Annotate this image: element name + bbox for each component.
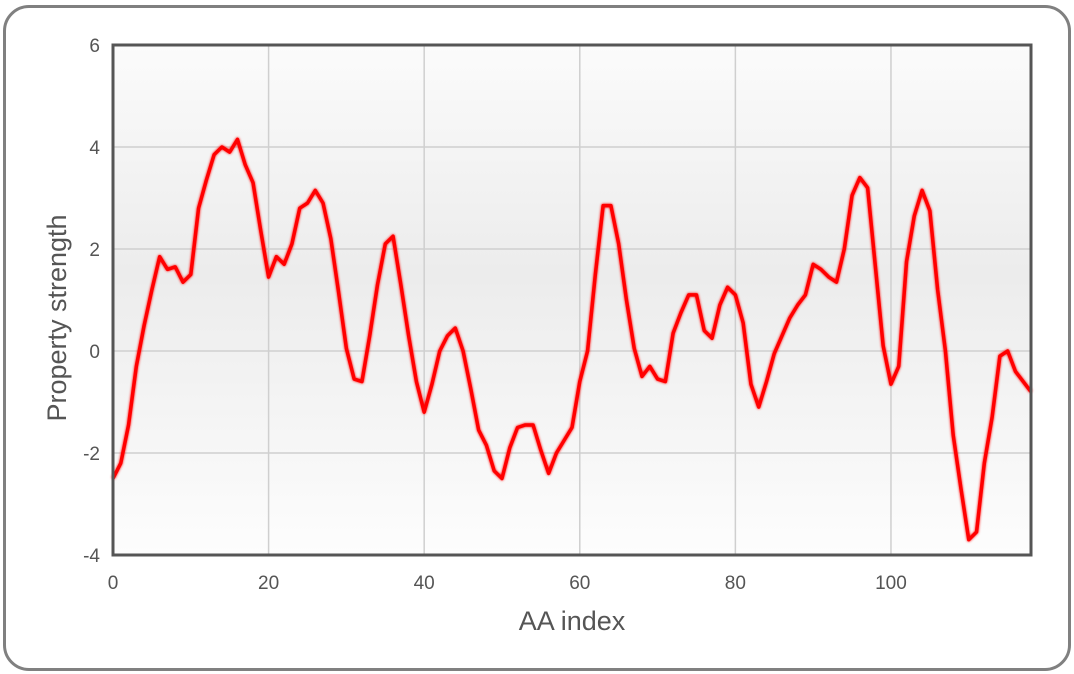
y-tick-label: -2 — [83, 444, 100, 465]
x-axis-label: AA index — [519, 606, 626, 636]
series-group — [111, 137, 1033, 542]
series-line — [111, 137, 1033, 542]
y-axis-label: Property strength — [42, 214, 72, 421]
x-tick-label: 20 — [258, 573, 279, 594]
y-tick-label: 6 — [89, 36, 100, 57]
y-tick-label: 0 — [89, 342, 100, 363]
x-tick-label: 60 — [569, 573, 590, 594]
y-tick-label: -4 — [83, 546, 100, 567]
y-tick-label: 2 — [89, 240, 100, 261]
x-tick-label: 80 — [725, 573, 746, 594]
y-tick-label: 4 — [89, 138, 100, 159]
x-tick-label: 0 — [108, 573, 119, 594]
y-tick-labels: -4 -2 0 2 4 6 — [83, 36, 100, 567]
x-tick-label: 100 — [875, 573, 907, 594]
x-tick-label: 40 — [414, 573, 435, 594]
x-tick-labels: 0 20 40 60 80 100 — [108, 573, 907, 594]
plot-area — [113, 45, 1031, 555]
plot-border — [111, 43, 1033, 557]
